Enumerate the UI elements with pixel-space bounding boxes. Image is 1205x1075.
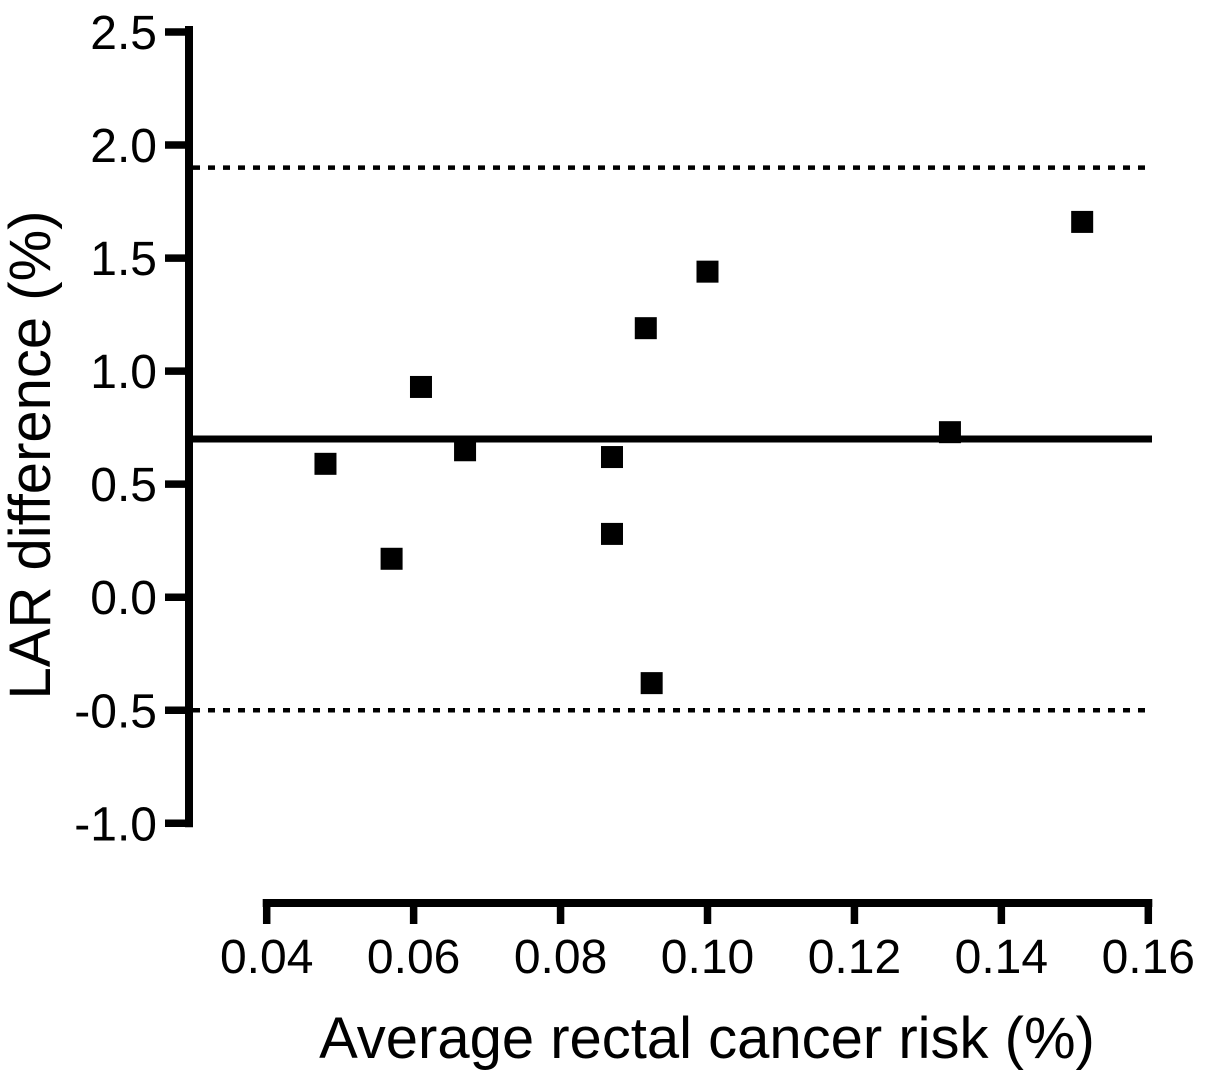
y-tick-label: -1.0 <box>74 798 157 851</box>
x-axis-title: Average rectal cancer risk (%) <box>319 1006 1095 1071</box>
x-tick-label: 0.06 <box>367 931 460 984</box>
x-tick-label: 0.04 <box>220 931 313 984</box>
y-tick-label: 1.5 <box>90 233 157 286</box>
y-tick-label: 0.5 <box>90 459 157 512</box>
data-point-marker <box>600 446 623 469</box>
x-tick-label: 0.16 <box>1102 931 1195 984</box>
data-point-marker <box>1071 210 1094 233</box>
data-point-marker <box>454 439 477 462</box>
data-point-marker <box>600 522 623 545</box>
data-point-marker <box>634 317 657 340</box>
data-point-marker <box>409 375 432 398</box>
y-axis-title: LAR difference (%) <box>0 211 63 700</box>
data-points-group <box>314 210 1094 695</box>
y-tick-label: 0.0 <box>90 572 157 625</box>
y-tick-label: 2.0 <box>90 120 157 173</box>
x-tick-label: 0.14 <box>955 931 1048 984</box>
x-tick-label: 0.08 <box>514 931 607 984</box>
reference-lines-group <box>193 165 1152 713</box>
y-tick-label: 2.5 <box>90 7 157 60</box>
axes-group: 2.5 2.0 1.5 1.0 0.5 0.0 -0.5 -1.0 0.04 0.06 0.08 0.… <box>74 7 1195 984</box>
y-tick-label: 1.0 <box>90 346 157 399</box>
x-tick-label: 0.10 <box>661 931 754 984</box>
data-point-marker <box>380 547 403 570</box>
x-tick-label: 0.12 <box>808 931 901 984</box>
data-point-marker <box>696 260 719 283</box>
data-point-marker <box>314 452 337 475</box>
y-tick-label: -0.5 <box>74 685 157 738</box>
data-point-marker <box>640 672 663 695</box>
data-point-marker <box>938 421 961 444</box>
